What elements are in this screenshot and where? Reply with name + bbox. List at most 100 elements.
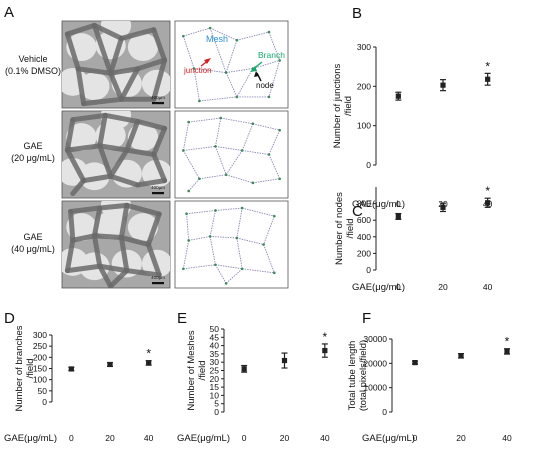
y-tick-label: 300	[33, 330, 47, 340]
y-tick-label: 600	[357, 215, 371, 225]
y-tick-label: 35	[210, 349, 220, 359]
scale-bar-label: 400μm	[151, 275, 165, 280]
y-tick-label: 50	[38, 386, 48, 396]
y-axis-label: Total tube length	[347, 341, 358, 411]
scale-bar-label: 400μm	[151, 185, 165, 190]
data-point	[395, 213, 401, 220]
y-tick-label: 0	[214, 407, 219, 417]
x-tick-label: 0	[69, 433, 74, 443]
data-point	[440, 82, 446, 88]
y-axis-label: Number of nodes	[334, 192, 345, 265]
y-tick-label: 0	[366, 265, 371, 275]
y-axis-label: Number of junctions	[332, 64, 343, 149]
y-axis-label: Number of Meshes	[186, 330, 197, 411]
y-tick-label: 10	[210, 390, 220, 400]
junction-arrowhead-icon	[204, 58, 211, 64]
x-axis-label: GAE(μg/mL)	[362, 433, 415, 444]
y-tick-label: 400	[357, 232, 371, 242]
scale-bar	[152, 102, 164, 105]
y-tick-label: 100	[357, 121, 371, 131]
branch-label: Branch	[258, 50, 285, 60]
row-label-vehicle: Vehicle (0.1% DMSO)	[5, 54, 61, 76]
y-tick-label: 20	[210, 374, 220, 384]
x-tick-label: 40	[483, 282, 493, 292]
significance-marker: *	[322, 330, 327, 344]
y-tick-label: 10000	[363, 383, 387, 393]
scale-bar-label: 400μm	[151, 95, 165, 100]
data-point	[440, 204, 446, 210]
x-tick-label: 20	[456, 433, 466, 443]
x-tick-label: 20	[105, 433, 115, 443]
y-tick-label: 50	[210, 324, 220, 334]
micrograph-image: 400μm	[61, 20, 171, 109]
data-point	[322, 347, 328, 354]
y-tick-label: 800	[357, 199, 371, 209]
x-axis-label: GAE(μg/mL)	[352, 282, 405, 293]
x-tick-label: 40	[320, 433, 330, 443]
x-tick-label: 0	[413, 433, 418, 443]
y-tick-label: 0	[382, 407, 387, 417]
data-point	[68, 366, 74, 372]
row-label-line2: (40 μg/mL)	[11, 244, 55, 254]
tracing-image	[174, 110, 289, 199]
y-tick-label: 150	[33, 364, 47, 374]
row-label-gae40: GAE (40 μg/mL)	[11, 232, 55, 254]
y-tick-label: 200	[357, 81, 371, 91]
y-axis-label-2: /field	[343, 96, 354, 116]
y-tick-label: 30	[210, 357, 220, 367]
mesh-label: Mesh	[206, 34, 228, 44]
significance-marker: *	[485, 184, 490, 198]
y-tick-label: 0	[42, 397, 47, 407]
scale-bar	[152, 282, 164, 285]
data-point	[458, 353, 464, 359]
x-axis-label: GAE(μg/mL)	[177, 433, 230, 444]
branch-arrowhead-icon	[250, 66, 257, 72]
x-axis-label: GAE(μg/mL)	[4, 433, 57, 444]
data-point	[146, 360, 152, 366]
significance-marker: *	[485, 59, 490, 73]
node-label: node	[256, 81, 274, 90]
y-tick-label: 300	[357, 42, 371, 52]
x-tick-label: 0	[396, 199, 401, 209]
tracing-image	[174, 200, 289, 289]
panel-letter: C	[352, 203, 363, 220]
y-axis-label: Number of branches	[14, 325, 25, 411]
y-tick-label: 250	[33, 341, 47, 351]
node-arrowhead-icon	[254, 71, 259, 77]
data-point	[281, 357, 288, 364]
x-tick-label: 20	[280, 433, 290, 443]
x-tick-label: 0	[396, 282, 401, 292]
x-axis-label: GAE(μg/mL)	[352, 199, 405, 210]
y-tick-label: 25	[210, 366, 220, 376]
significance-marker: *	[505, 335, 510, 349]
tracing-image	[174, 20, 289, 109]
y-tick-label: 15	[210, 382, 220, 392]
y-tick-label: 200	[357, 248, 371, 258]
panel-letter: F	[362, 310, 371, 327]
data-point	[107, 361, 113, 368]
data-point	[395, 93, 401, 99]
y-axis-label-2: (total pixels/field)	[358, 340, 369, 411]
row-label-line1: GAE	[23, 141, 42, 151]
row-label-line1: Vehicle	[18, 54, 47, 64]
y-tick-label: 40	[210, 341, 220, 351]
row-label-line2: (0.1% DMSO)	[5, 66, 61, 76]
tracings	[174, 20, 289, 289]
panel-letter: E	[177, 310, 187, 327]
micrographs: 400μm 400μm 400μm	[61, 20, 171, 289]
y-tick-label: 200	[33, 352, 47, 362]
x-tick-label: 0	[242, 433, 247, 443]
significance-marker: *	[146, 347, 151, 361]
row-label-line1: GAE	[23, 232, 42, 242]
micrograph-image: 400μm	[61, 110, 171, 199]
y-tick-label: 5	[214, 399, 219, 409]
scale-bar	[152, 192, 164, 195]
y-tick-label: 0	[366, 160, 371, 170]
data-point	[485, 200, 491, 206]
panel-a-letter: A	[4, 4, 14, 21]
